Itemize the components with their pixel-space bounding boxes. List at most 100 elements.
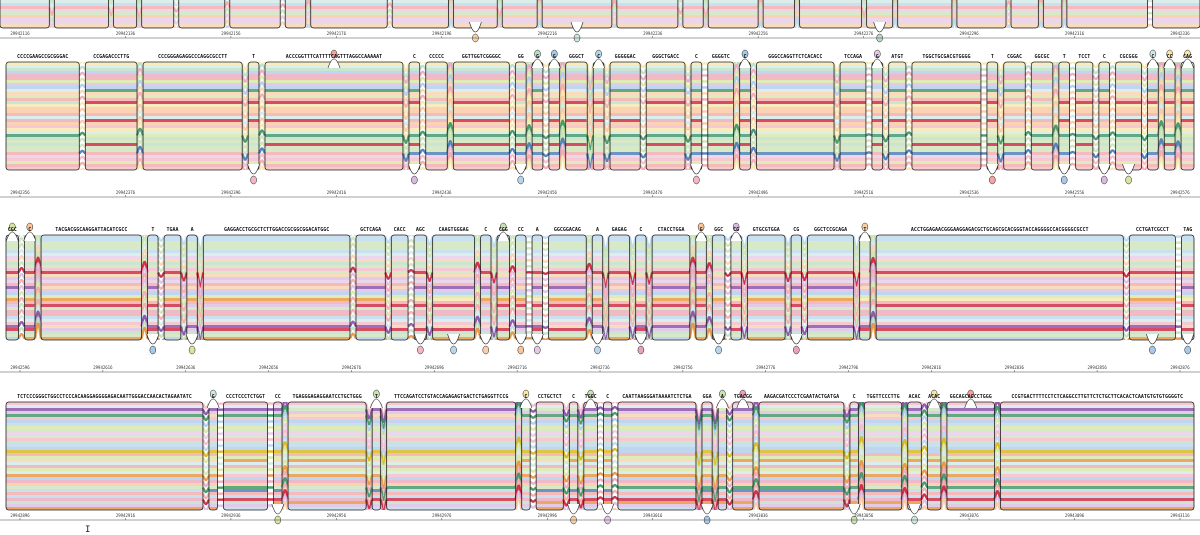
sequence-node[interactable] — [1010, 0, 1039, 29]
sequence-node[interactable]: T — [858, 222, 872, 341]
sequence-node[interactable]: TGGTTCCCTTG — [864, 394, 903, 511]
sequence-node[interactable]: GGCGGACAG — [548, 227, 587, 341]
sequence-node[interactable] — [0, 0, 50, 29]
sequence-node[interactable]: GGCAGCAGCCTGGG — [946, 389, 995, 511]
sequence-node[interactable] — [141, 0, 175, 29]
sequence-node[interactable]: TGAA — [163, 227, 182, 341]
sequence-node[interactable]: ACCCGGTTTCATTTTCAGTTTAGGCCAAAAAT — [264, 49, 404, 171]
sequence-node[interactable]: T — [247, 54, 260, 185]
sequence-node[interactable]: TGGCTGCGACGTGGGG — [911, 54, 982, 171]
sequence-node[interactable] — [284, 0, 307, 29]
sequence-node[interactable]: A — [531, 227, 544, 355]
sequence-node[interactable]: TTCCAGATCCTGTACCAGAGAGTGACTCTGAGGTTCCG — [386, 394, 517, 511]
sequence-node[interactable]: GCTCAGA — [355, 227, 386, 341]
sequence-node[interactable]: C — [847, 394, 861, 525]
sequence-node[interactable]: CGG — [496, 222, 510, 341]
sequence-node[interactable]: T — [146, 227, 160, 355]
sequence-node[interactable]: TCCAGA — [839, 54, 867, 171]
sequence-node[interactable]: CGGAC — [1003, 54, 1026, 171]
sequence-node[interactable]: T — [986, 54, 999, 185]
sequence-node[interactable]: CG — [790, 227, 803, 355]
sequence-node[interactable]: CGCGGG — [1115, 54, 1142, 185]
sequence-node[interactable]: GGGCT — [565, 54, 588, 171]
sequence-node[interactable]: C — [592, 49, 605, 171]
sequence-node[interactable]: CG — [729, 222, 743, 341]
sequence-node[interactable] — [616, 0, 679, 29]
sequence-node[interactable]: C — [23, 222, 37, 341]
sequence-node[interactable] — [229, 0, 281, 29]
sequence-node[interactable]: CGC — [5, 222, 19, 341]
sequence-node[interactable]: GGGCTGACC — [645, 54, 686, 171]
sequence-node[interactable]: C — [634, 227, 648, 355]
sequence-node[interactable] — [762, 0, 795, 29]
sequence-node[interactable] — [501, 0, 538, 29]
sequence-node[interactable]: T — [1057, 54, 1071, 185]
sequence-node[interactable] — [956, 0, 1007, 29]
sequence-node[interactable]: G — [206, 389, 220, 511]
sequence-node[interactable]: GAGGACCTGCGCTCTTGGACCGCGGCGGACATGGC — [202, 227, 351, 341]
sequence-node[interactable]: CCCCGAAGCCGCGGGAC — [5, 54, 80, 171]
sequence-node[interactable]: A — [716, 389, 729, 511]
sequence-node[interactable]: ATGT — [888, 54, 907, 171]
sequence-node[interactable]: GTGCGTGGA — [746, 227, 786, 341]
sequence-node[interactable]: CCGTGACTTTTCCTCTCAGGCCTTGTTCTCTGCTTCACAC… — [1000, 394, 1195, 511]
sequence-node[interactable]: GGCTCCGCAGA — [807, 227, 855, 341]
sequence-node[interactable] — [391, 0, 449, 29]
sequence-node[interactable]: G — [531, 49, 544, 171]
sequence-node[interactable]: TCCT — [1075, 54, 1094, 171]
sequence-node[interactable] — [682, 0, 704, 29]
sequence-node[interactable]: GGGGTC — [707, 54, 735, 171]
sequence-node[interactable]: C — [690, 54, 703, 185]
sequence-node[interactable] — [707, 0, 759, 29]
sequence-node[interactable]: GGA — [700, 394, 714, 525]
sequence-node[interactable]: C — [408, 54, 421, 185]
sequence-node[interactable]: CCTGATCGCCT — [1128, 227, 1176, 355]
sequence-node[interactable]: CCCTCCCTCTGGT — [223, 394, 268, 511]
sequence-node[interactable]: TGACGG — [732, 389, 754, 511]
sequence-node[interactable]: GGGGGAC — [609, 54, 641, 171]
sequence-node[interactable]: GGCGC — [1030, 54, 1054, 171]
sequence-node[interactable]: C — [1097, 54, 1111, 185]
sequence-node[interactable]: TGGC — [583, 389, 598, 511]
sequence-node[interactable] — [799, 0, 863, 29]
sequence-node[interactable]: GAGAG — [608, 227, 631, 341]
sequence-node[interactable]: CTACCTGGA — [651, 227, 691, 341]
sequence-node[interactable]: G — [871, 49, 884, 171]
sequence-node[interactable] — [1042, 0, 1063, 29]
sequence-node[interactable]: TCTCCCGGGCTGGCCTCCCACAAGGAGGGGAGACAATTGG… — [5, 394, 204, 511]
sequence-node[interactable]: C — [479, 227, 493, 355]
sequence-node[interactable]: C — [519, 389, 533, 511]
sequence-node[interactable]: CAG — [1180, 49, 1195, 171]
sequence-node[interactable]: C — [738, 49, 752, 171]
sequence-node[interactable]: G — [694, 222, 708, 341]
sequence-node[interactable]: CACC — [390, 227, 409, 341]
sequence-node[interactable] — [113, 0, 138, 29]
sequence-node[interactable]: C — [1146, 49, 1160, 171]
sequence-node[interactable]: CCGAGACCCTTG — [84, 54, 138, 171]
sequence-node[interactable]: GGC — [711, 227, 726, 355]
sequence-node[interactable] — [1066, 0, 1148, 29]
sequence-node[interactable]: CCCGGGAGAGGCCCAGGCGCCTT — [142, 54, 243, 171]
sequence-node[interactable] — [1152, 0, 1200, 29]
sequence-node[interactable]: CCTGCTCT — [535, 394, 564, 511]
sequence-node[interactable]: GG — [514, 54, 528, 185]
sequence-node[interactable]: T — [370, 389, 383, 511]
sequence-node[interactable] — [178, 0, 226, 29]
sequence-node[interactable]: AAGACGATCCCTCGAATACTGATGA — [758, 394, 845, 511]
sequence-node[interactable]: GGTTGGTCGGGGC — [452, 54, 510, 171]
sequence-node[interactable]: A — [185, 227, 199, 355]
sequence-node[interactable]: TACGACGGCAAGGATTACATCGCC — [40, 227, 143, 341]
sequence-node[interactable]: GGGCCAGGTTCTCACACC — [756, 54, 835, 171]
sequence-node[interactable] — [310, 0, 388, 29]
sequence-node[interactable]: A — [591, 227, 604, 355]
sequence-node[interactable]: ACCTGGAGAACGGGAAGGAGACGCTGCAGCGCACGGGTAC… — [875, 227, 1124, 341]
sequence-node[interactable]: CAATTAAGGGATAAAATCTCTGA — [617, 394, 697, 511]
sequence-node[interactable]: AGC — [413, 227, 428, 355]
sequence-node[interactable]: CAAGTGGGAG — [432, 227, 475, 355]
sequence-node[interactable]: TAG — [1181, 227, 1195, 355]
sequence-node[interactable]: ACAC — [926, 389, 942, 511]
sequence-node[interactable]: CC — [514, 227, 528, 355]
sequence-node[interactable]: TGAGGGAGAGGAATCCTGCTGGG — [287, 394, 367, 511]
